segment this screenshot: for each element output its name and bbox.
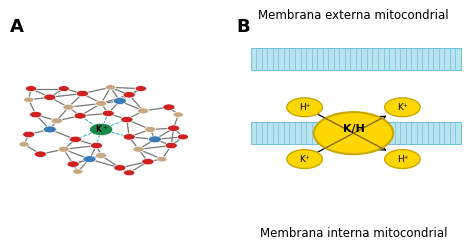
Circle shape bbox=[163, 104, 175, 110]
Circle shape bbox=[58, 86, 69, 92]
Circle shape bbox=[123, 92, 135, 98]
Circle shape bbox=[385, 150, 420, 169]
Circle shape bbox=[67, 161, 79, 167]
Circle shape bbox=[114, 165, 126, 171]
Circle shape bbox=[96, 101, 107, 106]
Circle shape bbox=[173, 112, 183, 117]
Circle shape bbox=[51, 118, 63, 124]
Circle shape bbox=[24, 97, 34, 102]
Text: Membrana interna mitocondrial: Membrana interna mitocondrial bbox=[260, 227, 447, 240]
Circle shape bbox=[73, 169, 83, 174]
Text: K⁺: K⁺ bbox=[397, 103, 408, 112]
Circle shape bbox=[44, 94, 56, 101]
Circle shape bbox=[74, 113, 86, 119]
Circle shape bbox=[137, 108, 149, 114]
Circle shape bbox=[83, 156, 96, 163]
Circle shape bbox=[133, 146, 144, 152]
Circle shape bbox=[23, 131, 35, 138]
Circle shape bbox=[124, 170, 135, 176]
Circle shape bbox=[90, 123, 113, 136]
Circle shape bbox=[142, 158, 154, 165]
Text: K/H: K/H bbox=[343, 124, 365, 134]
Text: K⁺: K⁺ bbox=[299, 155, 310, 164]
Text: A: A bbox=[10, 18, 24, 36]
Circle shape bbox=[30, 111, 42, 118]
Circle shape bbox=[165, 142, 177, 149]
Circle shape bbox=[43, 126, 56, 133]
Circle shape bbox=[157, 156, 167, 162]
Circle shape bbox=[91, 142, 102, 149]
Circle shape bbox=[105, 85, 116, 90]
Circle shape bbox=[177, 134, 189, 140]
Circle shape bbox=[102, 110, 114, 117]
Text: H⁺: H⁺ bbox=[397, 155, 408, 164]
Circle shape bbox=[135, 86, 146, 92]
Circle shape bbox=[34, 151, 46, 157]
Circle shape bbox=[385, 98, 420, 117]
Text: Membrana externa mitocondrial: Membrana externa mitocondrial bbox=[258, 9, 449, 22]
Circle shape bbox=[123, 134, 135, 140]
Circle shape bbox=[26, 86, 36, 92]
Circle shape bbox=[314, 112, 393, 154]
Circle shape bbox=[113, 98, 127, 104]
Circle shape bbox=[19, 142, 29, 147]
Circle shape bbox=[58, 146, 69, 152]
Circle shape bbox=[69, 136, 82, 143]
Circle shape bbox=[121, 116, 133, 123]
Circle shape bbox=[76, 90, 89, 97]
Text: H⁺: H⁺ bbox=[299, 103, 310, 112]
Circle shape bbox=[287, 150, 322, 169]
Circle shape bbox=[148, 136, 162, 143]
Circle shape bbox=[287, 98, 322, 117]
Circle shape bbox=[63, 104, 74, 110]
Text: B: B bbox=[237, 18, 250, 36]
Circle shape bbox=[145, 126, 156, 132]
Bar bbox=[251, 48, 461, 70]
Text: K$^+$: K$^+$ bbox=[95, 124, 108, 135]
Circle shape bbox=[167, 125, 180, 131]
Bar bbox=[251, 122, 461, 144]
Circle shape bbox=[96, 152, 107, 158]
